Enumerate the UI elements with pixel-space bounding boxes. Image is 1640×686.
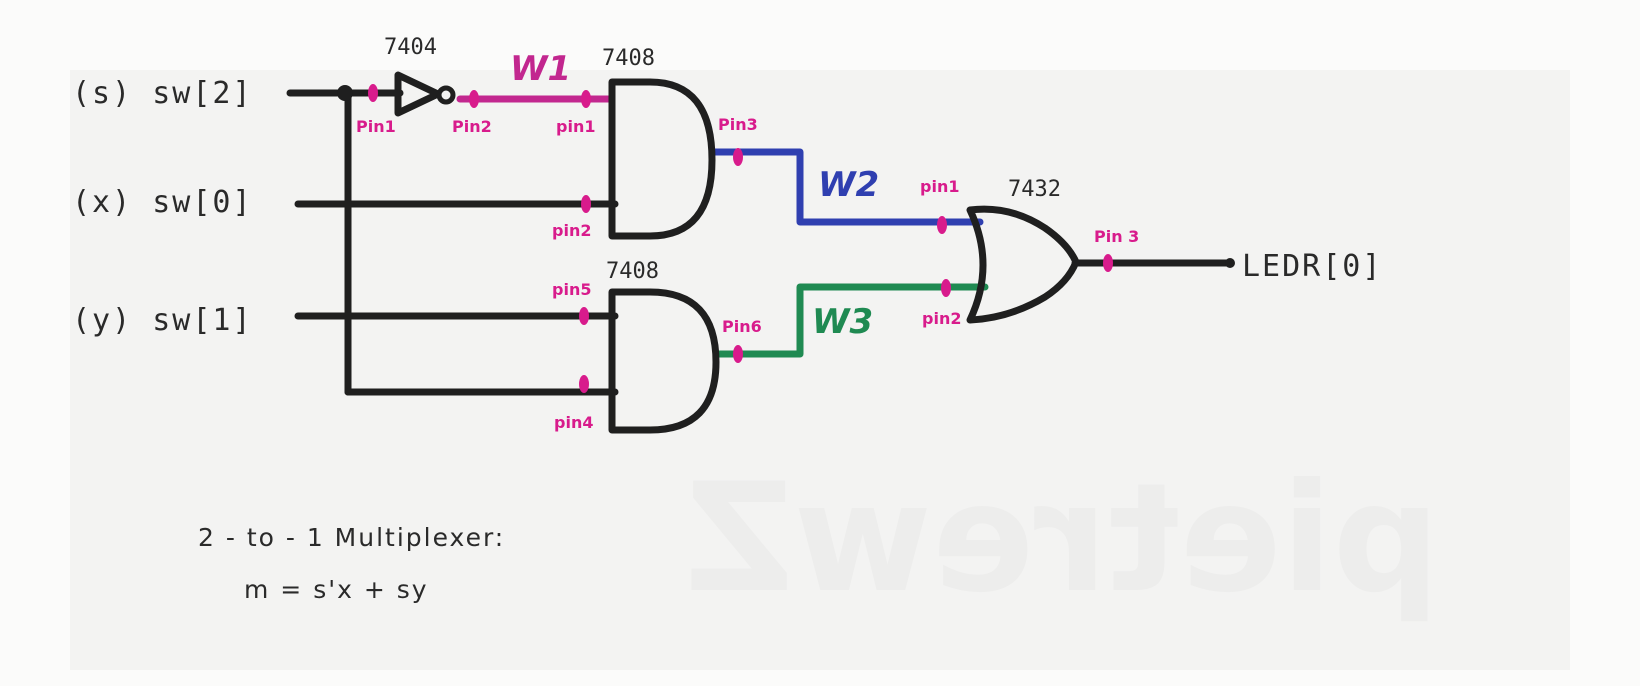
pin-label-or-out: Pin 3: [1094, 227, 1139, 246]
pin-label-and1-in2: pin2: [552, 221, 591, 240]
pin-label-not-in: Pin1: [356, 117, 396, 136]
input-label-x: (x) sw[0]: [72, 185, 253, 220]
caption-formula: m = s'x + sy: [244, 575, 429, 604]
watermark: pietrewZ: [685, 452, 1440, 626]
chip-label-7408-top: 7408: [602, 46, 655, 71]
input-label-s: (s) sw[2]: [72, 76, 253, 111]
chip-label-7408-bottom: 7408: [606, 259, 659, 284]
not-gate-7404: [394, 71, 456, 117]
pin-label-or-in1: pin1: [920, 177, 959, 196]
output-label: LEDR[0]: [1242, 249, 1382, 284]
pin-label-and2-in5: pin5: [552, 280, 591, 299]
chip-label-7432: 7432: [1008, 177, 1061, 202]
wire-label-w3: W3: [812, 302, 873, 342]
and-gate-top-7408: [608, 78, 716, 240]
input-label-y: (y) sw[1]: [72, 303, 253, 338]
pin-label-or-in2: pin2: [922, 309, 961, 328]
pin-label-and2-out: Pin6: [722, 317, 762, 336]
output-terminal: [1225, 258, 1235, 268]
chip-label-7404: 7404: [384, 35, 437, 60]
black-wires: [286, 89, 1232, 396]
pin-label-and1-out: Pin3: [718, 115, 758, 134]
and-gate-bottom-7408: [608, 288, 720, 434]
pin-label-not-out: Pin2: [452, 117, 492, 136]
pin-dots: [368, 84, 1113, 393]
or-gate-7432: [966, 205, 1080, 324]
junction-dot: [337, 85, 353, 101]
wire-w3: [714, 283, 989, 358]
pin-label-and2-in4: pin4: [554, 413, 593, 432]
caption-title: 2 - to - 1 Multiplexer:: [198, 523, 505, 552]
wire-label-w2: W2: [818, 165, 879, 205]
pin-label-and1-in1: pin1: [556, 117, 595, 136]
wire-label-w1: W1: [510, 49, 571, 89]
paper-shadow: [70, 70, 1570, 670]
wire-w2: [708, 148, 984, 226]
